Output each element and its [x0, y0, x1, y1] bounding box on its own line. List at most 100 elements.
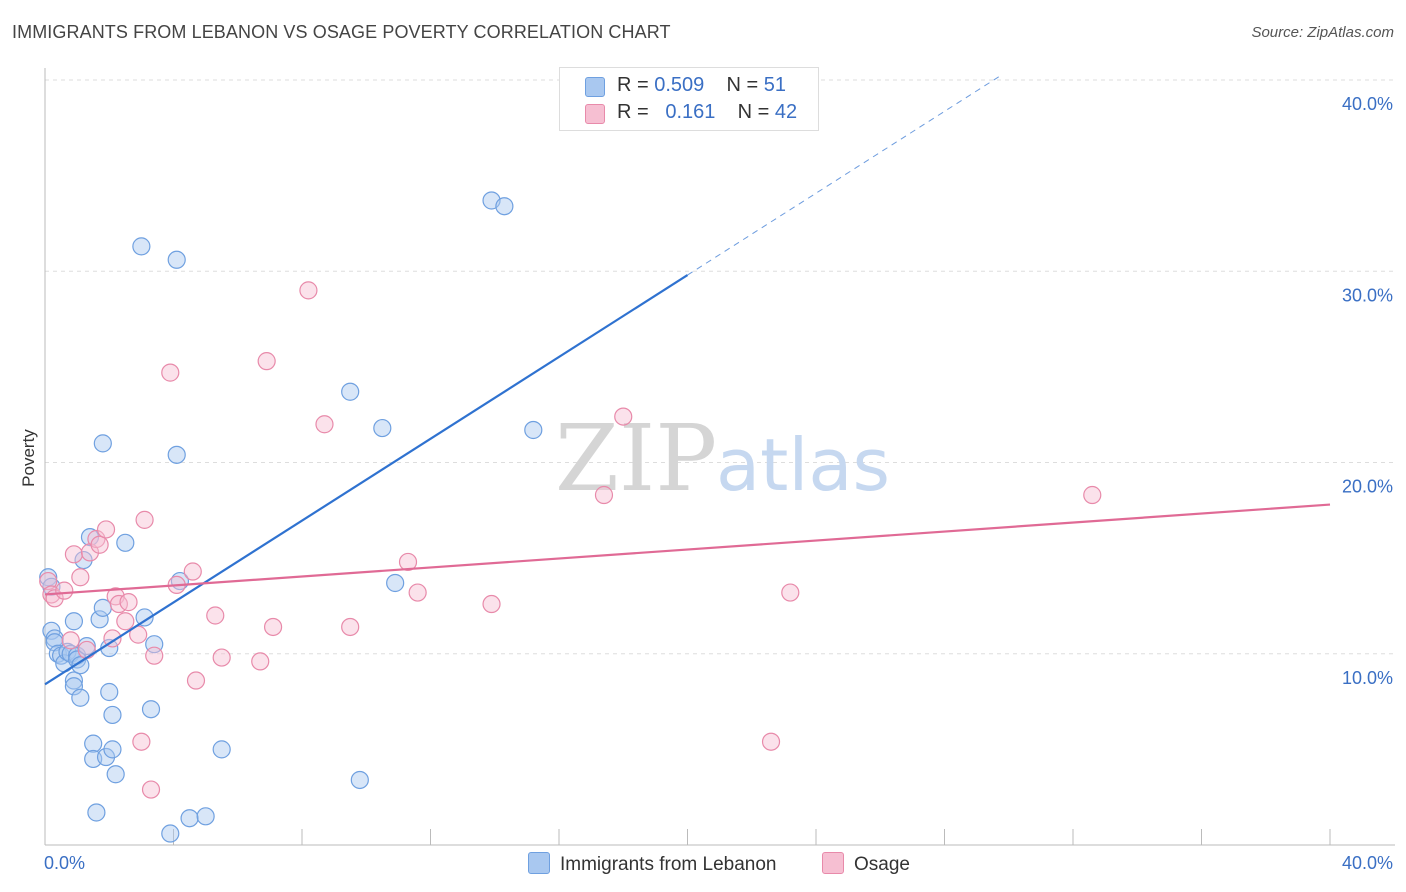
legend-n-value-osage: 42 [774, 101, 798, 123]
point-osage [64, 545, 84, 564]
point-osage [183, 562, 202, 581]
legend-n-label: N = [737, 101, 770, 123]
watermark: ZIP atlas [555, 405, 890, 512]
point-lebanon [45, 629, 64, 648]
point-lebanon [180, 809, 199, 828]
stats-legend: R = 0.509 N = 51 R = 0.161 N = 42 [559, 67, 819, 131]
point-osage [55, 581, 74, 600]
point-lebanon [58, 642, 77, 661]
point-osage [614, 407, 633, 426]
point-lebanon [77, 636, 96, 656]
point-lebanon [71, 656, 90, 675]
point-osage [206, 606, 225, 625]
point-osage [132, 732, 151, 751]
point-osage [341, 617, 360, 637]
watermark-atlas: atlas [716, 423, 890, 507]
point-osage [90, 535, 109, 554]
data-points [39, 191, 1102, 843]
bottom-legend-osage: Osage [822, 852, 910, 876]
point-osage [141, 780, 161, 799]
point-osage [161, 363, 180, 382]
legend-r-label: R = [617, 101, 649, 123]
y-axis-title: Poverty [19, 429, 38, 487]
point-osage [103, 629, 122, 648]
point-osage [315, 415, 334, 434]
point-osage [39, 571, 58, 591]
point-osage [119, 593, 138, 612]
point-lebanon [116, 533, 135, 552]
watermark-zip: ZIP [555, 405, 717, 512]
bottom-legend-swatch-lebanon [528, 852, 550, 874]
point-osage [1083, 485, 1102, 505]
point-lebanon [161, 824, 180, 843]
gridlines [45, 79, 1395, 655]
y-tick-label: 10.0% [1342, 668, 1393, 688]
point-lebanon [386, 573, 405, 593]
point-lebanon [103, 705, 122, 725]
legend-r-label: R = [617, 74, 649, 96]
y-tick-label: 40.0% [1342, 94, 1393, 114]
point-osage [135, 510, 154, 529]
point-osage [116, 612, 135, 631]
point-lebanon [212, 740, 231, 759]
point-lebanon [84, 734, 103, 753]
point-osage [781, 583, 800, 602]
point-lebanon [93, 434, 112, 453]
point-osage [257, 352, 276, 371]
x-tick-label-max: 40.0% [1342, 853, 1393, 873]
trendline-osage [44, 503, 1331, 596]
point-lebanon [196, 807, 215, 826]
point-osage [71, 568, 90, 587]
trendline-lebanon-extension [687, 74, 1003, 276]
axis-labels: 10.0% 20.0% 30.0% 40.0% 0.0% 40.0% Poverty [19, 94, 1393, 873]
point-lebanon [341, 382, 360, 401]
bottom-legend-swatch-osage [822, 852, 844, 874]
point-lebanon [167, 250, 186, 269]
trendlines [44, 74, 1331, 686]
point-lebanon [141, 700, 161, 719]
bottom-legend-label-osage: Osage [854, 854, 910, 875]
legend-n-value-lebanon: 51 [763, 74, 787, 96]
point-lebanon [87, 803, 106, 822]
point-osage [145, 646, 164, 665]
point-lebanon [64, 612, 84, 631]
y-tick-label: 20.0% [1342, 477, 1393, 497]
legend-r-value-osage: 0.161 [665, 101, 716, 123]
point-osage [87, 529, 106, 549]
point-osage [186, 671, 206, 690]
point-lebanon [373, 418, 392, 438]
point-osage [61, 631, 80, 650]
point-lebanon [100, 682, 119, 702]
trendline-lebanon [44, 274, 689, 686]
point-lebanon [167, 445, 186, 464]
point-osage [482, 594, 501, 614]
legend-swatch-osage [585, 104, 605, 124]
point-osage [408, 583, 427, 602]
chart-source: Source: ZipAtlas.com [1251, 24, 1394, 41]
point-lebanon [64, 671, 84, 690]
point-lebanon [71, 688, 90, 707]
point-osage [398, 552, 418, 572]
point-osage [96, 520, 116, 539]
point-osage [212, 648, 231, 667]
bottom-legend-label-lebanon: Immigrants from Lebanon [560, 854, 777, 875]
point-osage [594, 485, 614, 505]
legend-n-label: N = [726, 74, 759, 96]
bottom-legend-lebanon: Immigrants from Lebanon [528, 852, 777, 876]
point-osage [251, 652, 270, 671]
point-lebanon [64, 677, 84, 696]
point-lebanon [103, 740, 122, 759]
axes [44, 68, 1395, 846]
legend-swatch-lebanon [585, 77, 605, 97]
y-tick-label: 30.0% [1342, 285, 1393, 305]
point-osage [299, 281, 318, 300]
point-lebanon [350, 770, 369, 790]
point-osage [263, 617, 283, 637]
point-lebanon [132, 237, 151, 256]
point-osage [77, 640, 96, 660]
point-lebanon [80, 527, 100, 547]
point-lebanon [39, 568, 58, 587]
x-tick-label-min: 0.0% [44, 853, 85, 873]
point-lebanon [135, 608, 154, 627]
